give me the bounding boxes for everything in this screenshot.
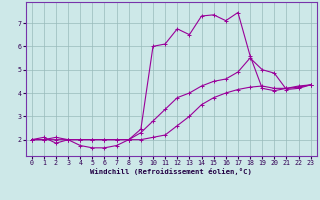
X-axis label: Windchill (Refroidissement éolien,°C): Windchill (Refroidissement éolien,°C) xyxy=(90,168,252,175)
